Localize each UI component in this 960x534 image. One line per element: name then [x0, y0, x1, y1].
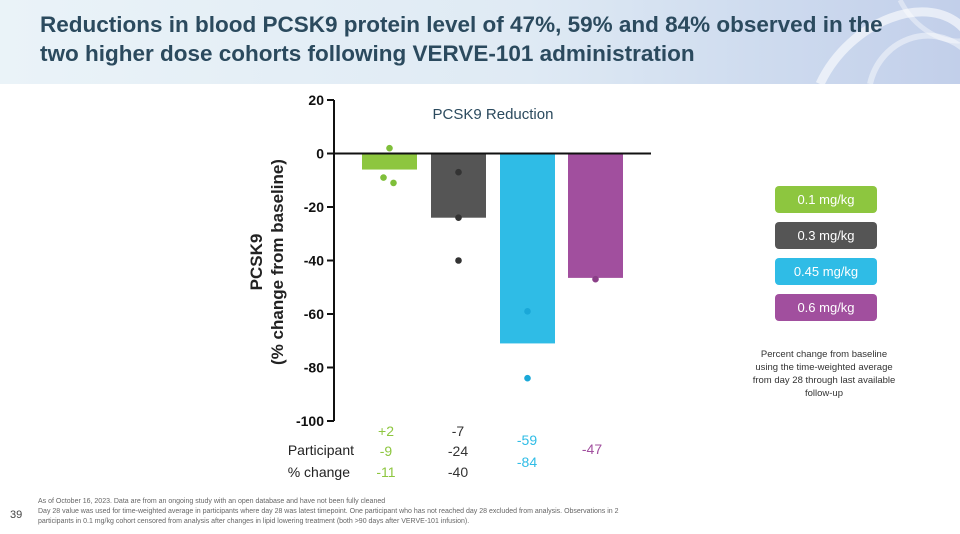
participant-value: -7: [451, 423, 465, 439]
y-tick-label: -100: [296, 413, 324, 429]
y-tick-label: -40: [304, 253, 324, 269]
bar-2: [500, 153, 555, 344]
title-banner: Reductions in blood PCSK9 protein level …: [0, 0, 960, 84]
banner-swoosh-decoration: [815, 0, 960, 84]
participant-value: -11: [376, 464, 396, 480]
participant-value: -84: [516, 454, 538, 470]
participant-point: [390, 179, 397, 187]
method-note: Percent change from baseline using the t…: [752, 349, 896, 399]
bar-1: [431, 153, 486, 218]
participant-point: [386, 144, 393, 152]
slide-number: 39: [10, 509, 23, 521]
participant-point: [524, 308, 531, 315]
participant-point: [380, 174, 387, 181]
y-tick-label: -60: [304, 306, 324, 322]
y-axis-label: PCSK9 (% change from baseline): [247, 159, 287, 365]
participant-value: -40: [447, 464, 469, 480]
y-axis-label-line: (% change from baseline): [268, 159, 287, 365]
y-tick-label: 0: [316, 146, 324, 162]
y-axis-label-line: PCSK9: [247, 234, 266, 291]
footnote-3: participants in 0.1 mg/kg cohort censore…: [38, 518, 470, 525]
footnote-1: As of October 16, 2023. Data are from an…: [38, 498, 386, 505]
participant-point: [455, 168, 462, 176]
participant-value: -9: [379, 443, 393, 459]
legend-item-0-1: 0.1 mg/kg: [775, 186, 877, 213]
pct-change-row-label: % change: [287, 464, 350, 480]
participant-value: +2: [378, 423, 394, 439]
y-tick-label: -20: [304, 199, 324, 215]
bar-0: [362, 153, 417, 170]
chart-title: PCSK9 Reduction: [433, 106, 554, 123]
participant-point: [455, 214, 462, 221]
participant-value: -59: [516, 432, 538, 448]
legend-item-0-6: 0.6 mg/kg: [775, 294, 877, 321]
participant-point: [455, 257, 462, 264]
slide-title: Reductions in blood PCSK9 protein level …: [40, 12, 883, 66]
participant-point: [524, 374, 531, 382]
footnote-2: Day 28 value was used for time-weighted …: [38, 508, 619, 515]
legend-item-0-45: 0.45 mg/kg: [775, 258, 877, 285]
participant-point: [592, 275, 599, 283]
y-tick-label: -80: [304, 360, 324, 376]
legend: 0.1 mg/kg 0.3 mg/kg 0.45 mg/kg 0.6 mg/kg: [775, 186, 877, 330]
footnotes: As of October 16, 2023. Data are from an…: [38, 497, 818, 527]
participant-value: -24: [447, 443, 469, 459]
bar-3: [568, 153, 623, 278]
legend-item-0-3: 0.3 mg/kg: [775, 222, 877, 249]
participant-row-label: Participant: [287, 442, 354, 458]
participant-value: -47: [581, 441, 603, 457]
y-tick-label: 20: [308, 92, 324, 108]
